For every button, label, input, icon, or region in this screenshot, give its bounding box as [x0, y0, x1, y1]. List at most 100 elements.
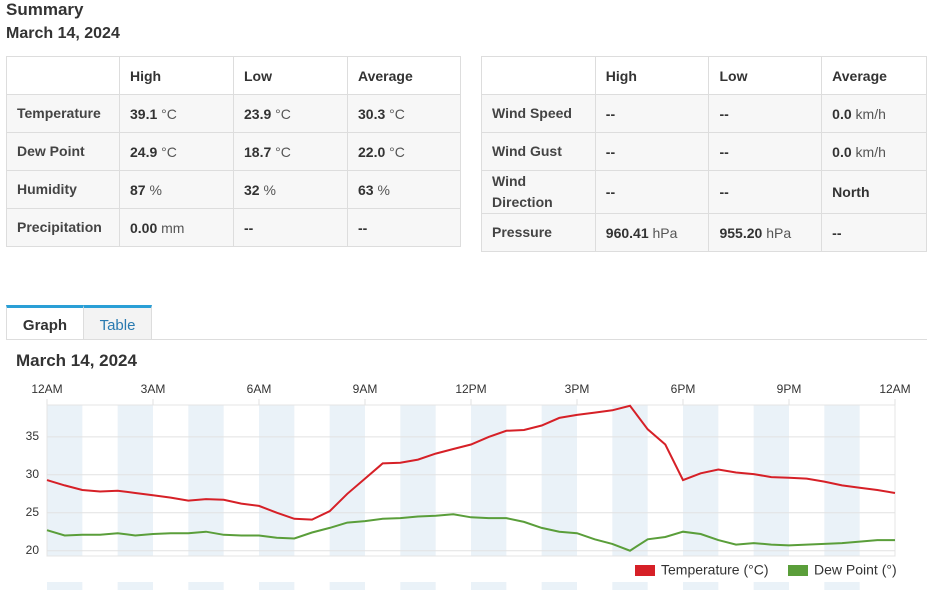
cell-value: 0.0	[832, 143, 852, 160]
cell-unit: hPa	[652, 224, 678, 241]
cell-value: 955.20	[719, 224, 763, 241]
y-tick-label: 30	[26, 467, 40, 481]
time-band	[47, 582, 83, 590]
column-header: High	[594, 56, 710, 95]
time-band	[259, 405, 295, 556]
header-row: High Low Average	[6, 56, 461, 95]
cell: North	[821, 170, 927, 214]
cell: --	[821, 213, 927, 252]
cell: 39.1 °C	[119, 94, 234, 133]
cell-unit: °C	[389, 105, 405, 122]
row-label: Temperature	[6, 94, 120, 133]
page-date: March 14, 2024	[6, 25, 120, 42]
cell-unit: hPa	[766, 224, 792, 241]
cell: --	[347, 208, 461, 247]
cell: 22.0 °C	[347, 132, 461, 171]
time-band	[329, 405, 365, 556]
cell: --	[708, 132, 823, 171]
time-band	[541, 582, 577, 590]
cell-value: --	[719, 184, 729, 200]
column-header: Low	[233, 56, 348, 95]
cell-value: --	[605, 143, 616, 160]
cell: --	[708, 170, 823, 214]
time-band	[612, 405, 648, 556]
cell-unit: °C	[275, 105, 291, 122]
table-row: Wind Direction -- -- North	[481, 170, 927, 214]
cell-value: --	[832, 224, 842, 241]
cell-value: --	[719, 143, 729, 160]
time-band	[753, 582, 789, 590]
chart: 20 25 30 35 12AM 3AM 6AM 9AM 12PM 3PM 6PM 9PM 12AM Te…	[26, 382, 911, 590]
chart-title: March 14, 2024	[16, 351, 137, 370]
cell: --	[708, 94, 823, 133]
cell-value: 30.3	[358, 105, 386, 122]
cell: 18.7 °C	[233, 132, 348, 171]
cell-value: 24.9	[130, 143, 158, 160]
page-title: Summary	[6, 0, 84, 19]
row-label: Humidity	[6, 170, 120, 209]
table-row: Temperature 39.1 °C 23.9 °C 30.3 °C	[6, 94, 461, 133]
time-band	[259, 582, 295, 590]
cell-value: 32	[244, 181, 260, 198]
series-line	[46, 404, 896, 521]
table-row: Wind Speed -- -- 0.0 km/h	[481, 94, 927, 133]
cell: --	[594, 170, 710, 214]
x-tick-label: 3PM	[565, 382, 590, 396]
cell: 0.00 mm	[119, 208, 234, 247]
time-band	[47, 405, 83, 556]
tab[interactable]: Table	[83, 305, 152, 339]
x-tick-label: 6PM	[671, 382, 696, 396]
time-band	[117, 582, 153, 590]
x-tick-label: 12PM	[455, 382, 486, 396]
cell-unit: %	[263, 181, 276, 198]
table-row: Precipitation 0.00 mm -- --	[6, 208, 461, 247]
cell: 0.0 km/h	[821, 132, 927, 171]
cell: 32 %	[233, 170, 348, 209]
cell-unit: °C	[389, 143, 405, 160]
cell-value: North	[832, 184, 870, 200]
cell-value: 63	[358, 181, 374, 198]
legend-label: Dew Point (°)	[814, 562, 897, 578]
legend-label: Temperature (°C)	[661, 562, 769, 578]
cell-value: --	[244, 219, 254, 236]
cell: 63 %	[347, 170, 461, 209]
time-band	[612, 582, 648, 590]
time-band	[824, 582, 860, 590]
cell-value: --	[605, 105, 616, 122]
cell-value: --	[358, 219, 368, 236]
cell-value: --	[719, 105, 729, 122]
time-band	[188, 582, 224, 590]
y-tick-label: 25	[26, 505, 40, 519]
header-cell	[6, 56, 120, 95]
cell-value: 0.0	[832, 105, 852, 122]
time-band	[683, 582, 719, 590]
header-cell	[481, 56, 596, 95]
tab-divider	[6, 339, 927, 340]
cell-value: 960.41	[605, 224, 649, 241]
column-header: Low	[708, 56, 823, 95]
cell: 955.20 hPa	[708, 213, 823, 252]
cell-value: 18.7	[244, 143, 272, 160]
cell-unit: mm	[161, 219, 185, 236]
row-label: Wind Speed	[481, 94, 596, 133]
legend-swatch	[788, 565, 808, 576]
cell-value: --	[605, 184, 616, 200]
x-tick-label: 9PM	[777, 382, 802, 396]
column-header: Average	[821, 56, 927, 95]
cell-value: 87	[130, 181, 146, 198]
row-label: Precipitation	[6, 208, 120, 247]
cell: 87 %	[119, 170, 234, 209]
cell-unit: °C	[275, 143, 291, 160]
cell-unit: °C	[161, 143, 177, 160]
table-row: Humidity 87 % 32 % 63 %	[6, 170, 461, 209]
cell-unit: °C	[161, 105, 177, 122]
cell-unit: %	[377, 181, 390, 198]
tab[interactable]: Graph	[6, 305, 84, 340]
row-label: Pressure	[481, 213, 596, 252]
cell: --	[594, 94, 710, 133]
cell: 23.9 °C	[233, 94, 348, 133]
row-label: Wind Gust	[481, 132, 596, 171]
cell-unit: %	[149, 181, 162, 198]
time-band	[824, 405, 860, 556]
